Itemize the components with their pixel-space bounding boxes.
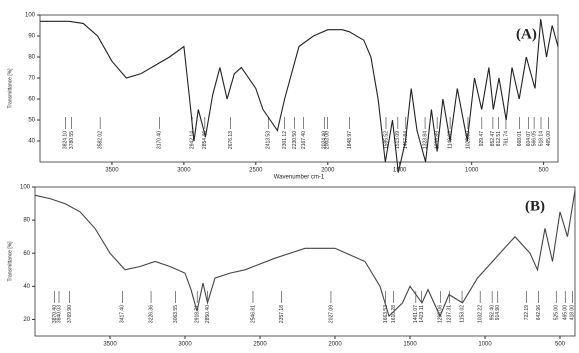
y-tick-label: 60 [28, 97, 35, 103]
peak-label: 3582.02 [97, 131, 103, 149]
peak-label: 465.00 [563, 305, 569, 321]
peak-label: 1239.89 [434, 131, 440, 149]
x-tick-label: 500 [555, 342, 566, 348]
peak-label: 914.90 [495, 305, 501, 321]
peak-label: 812.51 [496, 131, 502, 147]
peak-label: 952.40 [489, 305, 495, 321]
peak-label: 2413.53 [266, 131, 272, 149]
peak-label: 3824.10 [63, 131, 69, 149]
peak-label: 761.74 [503, 131, 509, 147]
peak-label: 2676.13 [228, 131, 234, 149]
x-tick-label: 1000 [478, 342, 492, 348]
peak-label: 3170.40 [157, 131, 163, 149]
peak-label: 722.19 [524, 305, 530, 321]
peak-label: 1323.84 [422, 131, 428, 149]
panel: 20 40 60 80 100 3500 3000 2500 2000 1500 1000 500 Tr… [7, 185, 575, 348]
x-tick-label: 3000 [177, 168, 191, 174]
peak-label: 668.01 [517, 131, 523, 147]
peak-label: 2301.12 [282, 131, 288, 149]
peak-label: 3417.40 [120, 305, 126, 323]
y-tick-label: 100 [25, 13, 36, 19]
y-tick-label: 20 [23, 317, 30, 323]
x-tick-label: 1500 [403, 342, 417, 348]
peak-label: 518.14 [538, 131, 544, 147]
peak-label: 1461.07 [413, 305, 419, 323]
peak-label: 465.00 [546, 131, 552, 147]
y-axis-label: Transmittance [%] [7, 241, 13, 282]
x-tick-label: 3500 [105, 168, 119, 174]
y-tick-label: 50 [28, 118, 35, 124]
x-tick-label: 2500 [249, 168, 263, 174]
x-tick-label: 3000 [178, 342, 192, 348]
y-tick-label: 80 [28, 55, 35, 61]
peak-label: 1032.22 [477, 305, 483, 323]
peak-label: 929.47 [479, 131, 485, 147]
peak-label: 2027.09 [328, 305, 334, 323]
peak-label: 525.00 [554, 305, 560, 321]
peak-label: 604.07 [526, 131, 532, 147]
peak-label: 3063.55 [173, 305, 179, 323]
peak-label: 1237.31 [447, 305, 453, 323]
peak-label: 3870.40 [52, 305, 58, 323]
peak-label: 3840.03 [56, 305, 62, 323]
peak-label: 1153.02 [459, 305, 465, 323]
peak-label: 566.05 [531, 131, 537, 147]
peak-label: 2024.40 [322, 131, 328, 149]
peak-label: 2918.71 [195, 305, 201, 323]
panel-title: (A) [516, 26, 537, 42]
peak-label: 2854.46 [202, 131, 208, 149]
peak-label: 3226.36 [148, 305, 154, 323]
peak-label: 2942.14 [190, 131, 196, 149]
y-tick-label: 100 [20, 185, 31, 191]
x-axis-label: Wavenumber cm-1 [274, 175, 325, 181]
panel-title: (B) [525, 198, 545, 214]
y-tick-label: 90 [28, 34, 35, 40]
x-tick-label: 2500 [253, 342, 267, 348]
y-axis-label: Transmittance [%] [7, 68, 13, 109]
peak-label: 2003.00 [325, 131, 331, 149]
y-tick-label: 80 [23, 218, 30, 224]
peak-label: 1663.53 [383, 305, 389, 323]
plot-frame [34, 186, 576, 337]
peak-label: 2357.18 [279, 305, 285, 323]
y-tick-label: 40 [28, 139, 35, 145]
peak-label: 852.47 [490, 131, 496, 147]
peak-label: 1610.28 [391, 305, 397, 323]
spectrum-line [40, 19, 559, 173]
x-tick-label: 2000 [328, 342, 342, 348]
peak-label: 418.00 [570, 305, 576, 321]
peak-label: 642.96 [536, 305, 542, 321]
x-tick-label: 1000 [465, 168, 479, 174]
peak-label: 3780.55 [69, 131, 75, 149]
peak-label: 2230.50 [292, 131, 298, 149]
peak-label: 1423.11 [419, 305, 425, 323]
peak-label: 1513.09 [395, 131, 401, 149]
peak-label: 1595.52 [383, 131, 389, 149]
panel: 40 50 60 70 80 90 100 3500 3000 2500 2000 1500 1000 5… [7, 13, 559, 181]
peak-label: 3769.90 [67, 305, 73, 323]
peak-label: 2546.81 [250, 305, 256, 323]
x-tick-label: 2000 [321, 168, 335, 174]
peak-label: 1848.97 [347, 131, 353, 149]
peak-label: 1025.80 [465, 131, 471, 149]
spectrum-line [34, 190, 576, 318]
peak-label: 2850.40 [205, 305, 211, 323]
x-tick-label: 1500 [393, 168, 407, 174]
x-tick-label: 3500 [103, 342, 117, 348]
x-tick-label: 500 [539, 168, 550, 174]
y-tick-label: 40 [23, 284, 30, 290]
y-tick-label: 70 [28, 76, 35, 82]
y-tick-label: 60 [23, 251, 30, 257]
plot-frame [39, 14, 559, 163]
peak-label: 2167.40 [301, 131, 307, 149]
